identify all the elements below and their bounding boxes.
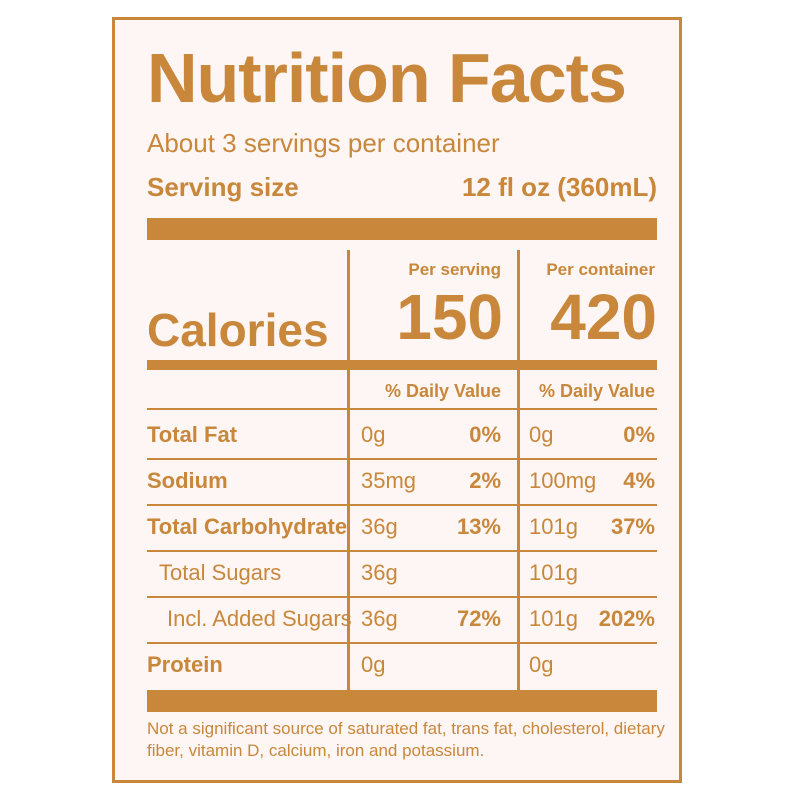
- container-daily-value: 0%: [623, 422, 655, 447]
- per-container-header: Per container: [546, 260, 655, 279]
- serving-size-value: 12 fl oz (360mL): [461, 172, 657, 202]
- daily-value-header-container: % Daily Value: [538, 381, 655, 401]
- footnote: Not a significant source of saturated fa…: [147, 719, 665, 760]
- calories-per-container: 420: [550, 281, 657, 353]
- servings-per-container: About 3 servings per container: [147, 128, 500, 158]
- thick-divider-top: [147, 218, 657, 240]
- calories-label: Calories: [147, 304, 329, 356]
- serving-daily-value: 2%: [469, 468, 501, 493]
- column-divider-1: [347, 250, 350, 690]
- row-divider: [147, 458, 657, 460]
- serving-daily-value: 0%: [469, 422, 501, 447]
- serving-size-label: Serving size: [147, 172, 299, 202]
- nutrient-name: Total Carbohydrate: [147, 514, 348, 539]
- container-amount: 0g: [529, 422, 554, 447]
- nutrient-name: Protein: [147, 652, 223, 677]
- nutrient-name: Sodium: [147, 468, 228, 493]
- divider-dv: [147, 408, 657, 410]
- nutrient-name: Total Sugars: [159, 560, 282, 585]
- thick-divider-bottom: [147, 690, 657, 712]
- container-amount: 101g: [529, 514, 578, 539]
- container-amount: 100mg: [529, 468, 597, 493]
- row-divider: [147, 596, 657, 598]
- daily-value-header-serving: % Daily Value: [384, 381, 501, 401]
- thick-divider-calories: [147, 360, 657, 370]
- container-daily-value: 37%: [610, 514, 655, 539]
- nutrient-name: Incl. Added Sugars: [167, 606, 352, 631]
- serving-amount: 35mg: [361, 468, 417, 493]
- serving-daily-value: 13%: [456, 514, 501, 539]
- serving-amount: 36g: [361, 514, 398, 539]
- serving-daily-value: 72%: [456, 606, 501, 631]
- serving-amount: 36g: [361, 560, 398, 585]
- column-divider-2: [517, 250, 520, 690]
- serving-amount: 0g: [361, 652, 386, 677]
- container-amount: 0g: [529, 652, 554, 677]
- nutrient-name: Total Fat: [147, 422, 238, 447]
- serving-amount: 36g: [361, 606, 398, 631]
- row-divider: [147, 550, 657, 552]
- container-daily-value: 4%: [623, 468, 655, 493]
- container-amount: 101g: [529, 560, 578, 585]
- nutrition-facts-label: Nutrition Facts About 3 servings per con…: [112, 17, 682, 783]
- calories-per-serving: 150: [396, 281, 503, 353]
- row-divider: [147, 504, 657, 506]
- label-title: Nutrition Facts: [147, 39, 627, 117]
- container-amount: 101g: [529, 606, 578, 631]
- serving-amount: 0g: [361, 422, 386, 447]
- container-daily-value: 202%: [598, 606, 655, 631]
- per-serving-header: Per serving: [408, 260, 501, 279]
- row-divider: [147, 642, 657, 644]
